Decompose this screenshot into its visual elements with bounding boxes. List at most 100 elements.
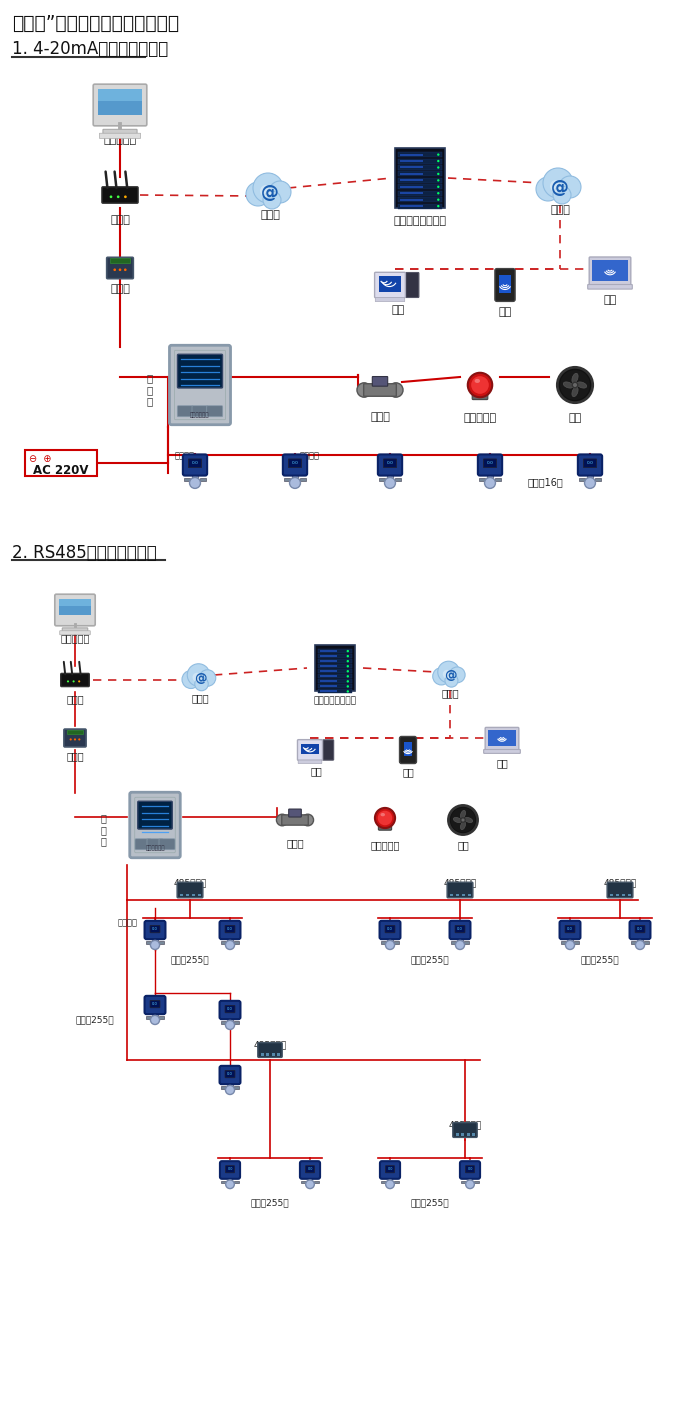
Circle shape xyxy=(225,1085,234,1095)
Bar xyxy=(266,1054,269,1055)
Bar xyxy=(153,1012,158,1020)
Text: 0.0: 0.0 xyxy=(386,461,393,464)
FancyBboxPatch shape xyxy=(378,454,402,476)
FancyBboxPatch shape xyxy=(455,926,465,933)
Bar xyxy=(400,193,423,194)
Bar xyxy=(292,474,298,483)
Text: 0.0: 0.0 xyxy=(468,1166,472,1171)
Text: 报警控制主机: 报警控制主机 xyxy=(146,846,164,851)
Bar xyxy=(318,674,352,678)
Bar xyxy=(159,1016,164,1019)
Circle shape xyxy=(346,654,349,657)
Bar xyxy=(387,474,393,483)
Bar xyxy=(461,1180,466,1183)
Text: 0.0: 0.0 xyxy=(567,927,573,930)
Bar xyxy=(159,941,164,944)
Text: 安帕尔网络服务器: 安帕尔网络服务器 xyxy=(314,696,356,705)
Text: 声光报警器: 声光报警器 xyxy=(370,840,400,850)
Text: AC 220V: AC 220V xyxy=(34,464,89,477)
Text: 可连接255台: 可连接255台 xyxy=(251,1197,289,1207)
Circle shape xyxy=(113,269,116,272)
FancyBboxPatch shape xyxy=(99,134,141,138)
FancyBboxPatch shape xyxy=(183,454,207,476)
Text: 机气猫”系列带显示固定式检测仪: 机气猫”系列带显示固定式检测仪 xyxy=(12,14,179,32)
Bar xyxy=(388,1176,393,1185)
Bar xyxy=(398,159,442,163)
Circle shape xyxy=(69,739,72,740)
Ellipse shape xyxy=(454,817,461,823)
Bar xyxy=(400,198,423,201)
FancyBboxPatch shape xyxy=(385,926,395,933)
Circle shape xyxy=(346,666,349,667)
Bar xyxy=(398,172,442,176)
Text: 0.0: 0.0 xyxy=(637,927,643,930)
FancyBboxPatch shape xyxy=(145,920,165,938)
Circle shape xyxy=(484,477,496,488)
FancyBboxPatch shape xyxy=(578,454,602,476)
Circle shape xyxy=(357,383,372,397)
FancyBboxPatch shape xyxy=(386,1165,395,1173)
FancyBboxPatch shape xyxy=(478,454,502,476)
Bar xyxy=(320,650,337,651)
Text: 可连接255台: 可连接255台 xyxy=(581,955,620,964)
FancyBboxPatch shape xyxy=(323,740,334,760)
Text: 0.0: 0.0 xyxy=(152,1002,158,1006)
Bar xyxy=(451,941,456,944)
Text: 安帕尔网络服务器: 安帕尔网络服务器 xyxy=(393,217,447,227)
Circle shape xyxy=(346,675,349,678)
FancyBboxPatch shape xyxy=(206,405,223,416)
Text: 互联网: 互联网 xyxy=(550,205,570,215)
FancyBboxPatch shape xyxy=(106,257,133,279)
Text: 互联网: 互联网 xyxy=(441,688,458,698)
Bar xyxy=(314,1180,318,1183)
Text: 可连接255台: 可连接255台 xyxy=(171,955,209,964)
FancyBboxPatch shape xyxy=(589,257,631,286)
FancyBboxPatch shape xyxy=(177,405,193,416)
FancyBboxPatch shape xyxy=(635,926,645,933)
Bar xyxy=(398,177,442,183)
Ellipse shape xyxy=(461,822,466,830)
Text: @: @ xyxy=(194,673,206,685)
Bar xyxy=(60,599,91,606)
Circle shape xyxy=(559,176,581,198)
Text: @: @ xyxy=(444,670,456,682)
Bar xyxy=(234,1180,239,1183)
Bar xyxy=(398,197,442,203)
FancyBboxPatch shape xyxy=(220,1000,241,1019)
Text: 可连接255台: 可连接255台 xyxy=(411,955,449,964)
FancyBboxPatch shape xyxy=(466,1165,475,1173)
Circle shape xyxy=(437,179,440,182)
FancyBboxPatch shape xyxy=(588,284,632,288)
Ellipse shape xyxy=(465,817,472,823)
Text: 风机: 风机 xyxy=(568,414,582,424)
Bar xyxy=(468,893,471,896)
Circle shape xyxy=(73,681,75,682)
Bar xyxy=(98,89,142,101)
Bar xyxy=(398,191,442,196)
FancyBboxPatch shape xyxy=(258,1043,282,1058)
Circle shape xyxy=(553,186,571,204)
FancyBboxPatch shape xyxy=(298,760,322,764)
Circle shape xyxy=(78,739,81,740)
Bar xyxy=(467,1134,470,1135)
FancyBboxPatch shape xyxy=(565,926,575,933)
Circle shape xyxy=(449,667,465,682)
Bar xyxy=(98,89,142,115)
Circle shape xyxy=(193,673,202,682)
Circle shape xyxy=(560,370,590,400)
Bar xyxy=(320,660,337,663)
Text: 485中继器: 485中继器 xyxy=(449,1120,482,1128)
Bar xyxy=(228,1082,232,1090)
FancyBboxPatch shape xyxy=(375,297,405,301)
Circle shape xyxy=(437,160,440,162)
FancyBboxPatch shape xyxy=(449,920,470,938)
Circle shape xyxy=(74,739,76,740)
Text: 485中继器: 485中继器 xyxy=(603,878,636,886)
FancyBboxPatch shape xyxy=(220,1161,240,1179)
Circle shape xyxy=(117,196,120,198)
Bar xyxy=(153,937,158,946)
Circle shape xyxy=(437,205,440,207)
Bar xyxy=(495,478,501,481)
FancyBboxPatch shape xyxy=(130,792,181,858)
Bar xyxy=(320,656,337,657)
